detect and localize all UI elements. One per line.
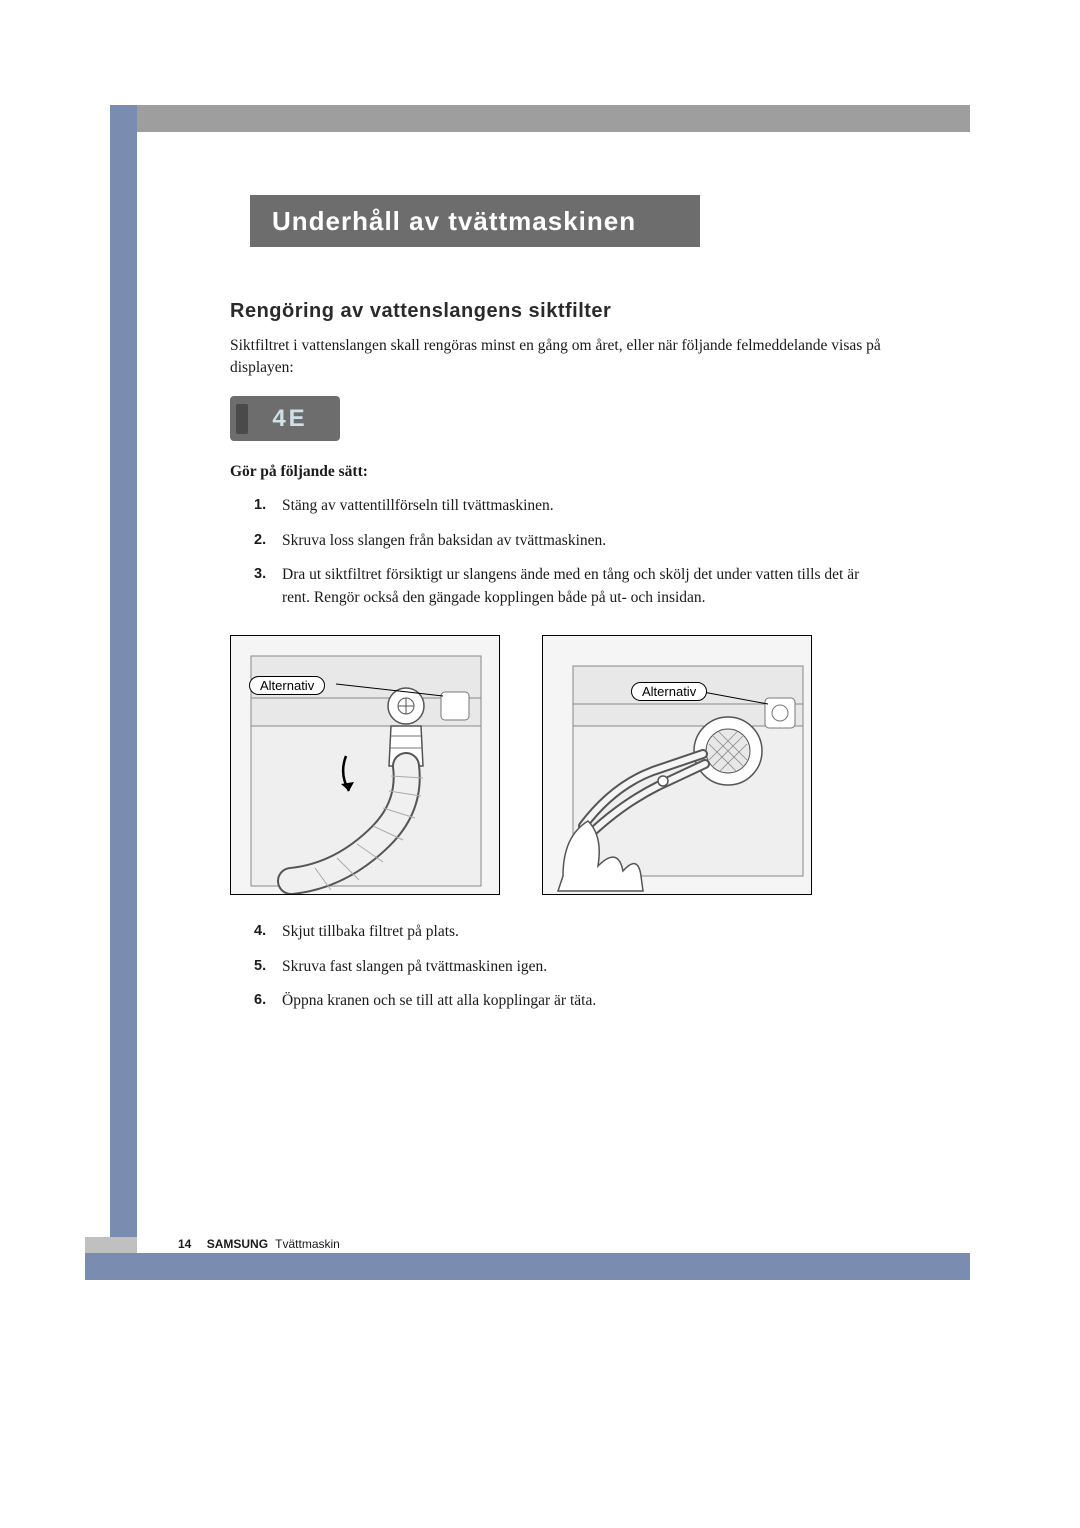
step-item: Skjut tillbaka filtret på plats. bbox=[254, 921, 890, 943]
steps-list-b: Skjut tillbaka filtret på plats. Skruva … bbox=[254, 921, 890, 1012]
footer-brand: SAMSUNG bbox=[207, 1237, 268, 1251]
figure-callout-label: Alternativ bbox=[631, 682, 707, 701]
error-code-text: 4E bbox=[248, 405, 340, 433]
steps-list-a: Stäng av vattentillförseln till tvättmas… bbox=[254, 495, 890, 609]
intro-paragraph: Siktfiltret i vattenslangen skall rengör… bbox=[230, 335, 890, 378]
display-slot-icon bbox=[236, 404, 248, 434]
steps-subheading: Gör på följande sätt: bbox=[230, 463, 890, 481]
error-display-illustration: 4E bbox=[230, 396, 340, 441]
page-footer: 14 SAMSUNG Tvättmaskin bbox=[178, 1237, 340, 1251]
step-item: Stäng av vattentillförseln till tvättmas… bbox=[254, 495, 890, 517]
figure-svg bbox=[231, 636, 500, 895]
figure-svg bbox=[543, 636, 812, 895]
step-item: Skruva loss slangen från baksidan av tvä… bbox=[254, 530, 890, 552]
page-tab-marker bbox=[85, 1237, 137, 1253]
step-item: Skruva fast slangen på tvättmaskinen ige… bbox=[254, 956, 890, 978]
step-item: Öppna kranen och se till att alla koppli… bbox=[254, 990, 890, 1012]
figure-remove-filter: Alternativ bbox=[542, 635, 812, 895]
page-number: 14 bbox=[178, 1237, 191, 1251]
figure-row: Alternativ bbox=[230, 635, 890, 895]
left-decorative-bar bbox=[110, 105, 137, 1270]
chapter-title: Underhåll av tvättmaskinen bbox=[272, 206, 636, 237]
figure-callout-label: Alternativ bbox=[249, 676, 325, 695]
page-content: Rengöring av vattenslangens siktfilter S… bbox=[230, 300, 890, 1025]
bottom-decorative-bar bbox=[85, 1253, 970, 1280]
chapter-title-band: Underhåll av tvättmaskinen bbox=[250, 195, 700, 247]
figure-remove-hose: Alternativ bbox=[230, 635, 500, 895]
step-item: Dra ut siktfiltret försiktigt ur slangen… bbox=[254, 564, 890, 609]
footer-product: Tvättmaskin bbox=[275, 1237, 340, 1251]
top-decorative-bar bbox=[110, 105, 970, 132]
section-heading: Rengöring av vattenslangens siktfilter bbox=[230, 300, 890, 323]
